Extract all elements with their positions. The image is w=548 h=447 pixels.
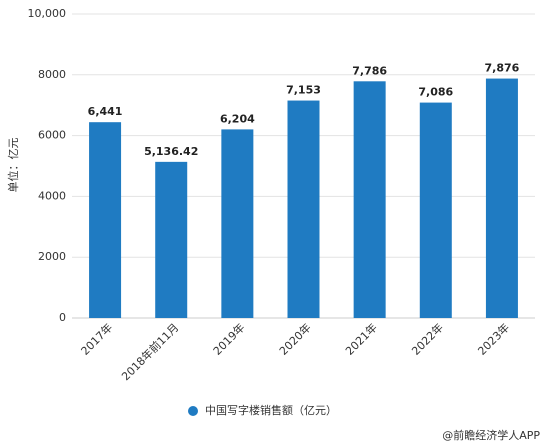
x-tick-label: 2022年	[409, 320, 446, 357]
y-tick-label: 4000	[38, 189, 66, 202]
x-tick-label: 2023年	[475, 320, 512, 357]
value-label: 5,136.42	[144, 145, 198, 158]
bar	[419, 102, 452, 318]
y-tick-label: 10,000	[28, 7, 67, 20]
x-tick-label: 2021年	[342, 320, 379, 357]
legend-label: 中国写字楼销售额（亿元）	[205, 403, 337, 417]
y-tick-label: 2000	[38, 250, 66, 263]
y-tick-label: 0	[59, 311, 66, 324]
x-tick-label: 2019年	[210, 320, 247, 357]
bar	[287, 100, 320, 318]
x-tick-label: 2018年前11月	[119, 320, 182, 383]
bar	[485, 78, 518, 318]
bar	[155, 161, 188, 318]
y-axis-label: 单位：亿元	[6, 138, 20, 193]
bar	[89, 122, 122, 318]
value-label: 6,204	[220, 112, 255, 125]
value-label: 7,153	[286, 84, 321, 97]
value-label: 7,876	[485, 62, 520, 75]
x-tick-label: 2017年	[78, 320, 115, 357]
bar	[353, 81, 386, 318]
source: @前瞻经济学人APP	[442, 428, 540, 442]
value-label: 7,086	[418, 86, 453, 99]
x-tick-label: 2020年	[276, 320, 313, 357]
value-label: 6,441	[88, 105, 123, 118]
y-tick-label: 6000	[38, 129, 66, 142]
value-label: 7,786	[352, 64, 387, 77]
y-tick-label: 8000	[38, 68, 66, 81]
bar	[221, 129, 254, 318]
legend-marker	[188, 406, 198, 416]
